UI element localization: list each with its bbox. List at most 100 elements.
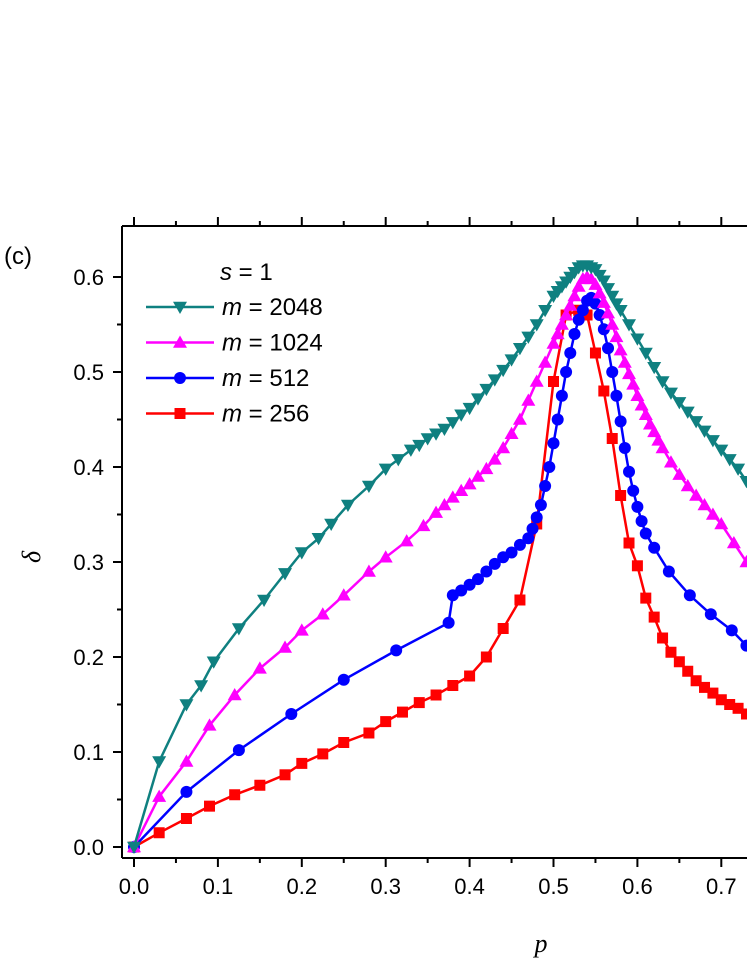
data-point (254, 779, 266, 791)
data-point (534, 499, 547, 511)
data-point (153, 827, 165, 839)
data-point (682, 665, 694, 677)
data-point (462, 402, 477, 416)
data-point (279, 769, 291, 781)
data-point (610, 389, 623, 402)
data-point (530, 511, 543, 524)
data-point (179, 699, 194, 712)
data-point (639, 527, 652, 540)
legend-label: m = 512 (222, 365, 309, 392)
data-point (726, 536, 741, 549)
data-point (609, 329, 624, 343)
data-point (514, 594, 526, 606)
data-point (470, 393, 485, 406)
data-point (416, 518, 431, 532)
data-point (648, 541, 661, 554)
data-point (464, 670, 476, 682)
data-point (361, 480, 376, 493)
data-point (521, 393, 536, 406)
legend-label: m = 2048 (222, 294, 323, 321)
legend-swatch-marker (173, 301, 187, 314)
data-point (454, 483, 469, 496)
data-point (521, 331, 536, 344)
data-point (722, 454, 737, 467)
data-point (454, 409, 469, 422)
data-point (324, 518, 339, 531)
x-tick-label: 0.1 (203, 874, 234, 899)
data-point (597, 323, 610, 336)
data-point (429, 428, 444, 441)
data-point (560, 366, 573, 378)
data-point (206, 656, 221, 669)
data-point (390, 644, 403, 657)
data-point (479, 461, 494, 475)
data-point (609, 298, 624, 311)
data-point (336, 588, 351, 601)
data-point (631, 500, 644, 513)
legend-header: s = 1 (220, 259, 273, 286)
data-point (391, 454, 406, 467)
y-axis-title: δ (17, 550, 46, 563)
y-tick-label: 0.6 (73, 265, 104, 290)
data-point (496, 441, 511, 454)
data-point (662, 565, 675, 578)
data-point (480, 565, 493, 578)
data-point (479, 383, 494, 397)
data-point (655, 441, 670, 454)
series-m-2048 (127, 260, 747, 854)
data-point (739, 555, 747, 568)
legend-entry: m = 2048 (146, 294, 323, 321)
data-point (634, 398, 649, 411)
data-point (378, 463, 393, 476)
data-point (413, 697, 425, 709)
legend-swatch-marker (173, 335, 187, 348)
data-point (522, 532, 535, 545)
data-point (488, 557, 501, 570)
data-point (480, 651, 492, 663)
data-point (487, 452, 502, 465)
data-point (665, 646, 677, 658)
data-point (615, 490, 627, 501)
data-point (315, 607, 330, 620)
data-point (504, 426, 519, 439)
data-point (559, 308, 574, 321)
data-point (697, 498, 712, 511)
data-point (589, 347, 601, 359)
data-point (204, 800, 216, 812)
y-tick-label: 0.0 (73, 835, 104, 860)
data-point (445, 490, 460, 503)
data-point (294, 623, 309, 636)
data-point (437, 498, 452, 511)
data-point (635, 515, 648, 528)
x-tick-label: 0.7 (706, 874, 737, 899)
legend-label: m = 256 (222, 401, 309, 428)
data-point (707, 687, 719, 699)
data-point (740, 639, 747, 652)
data-point (463, 578, 476, 591)
data-point (655, 376, 670, 389)
data-point (311, 533, 326, 546)
data-point (512, 343, 527, 356)
data-point (605, 290, 620, 303)
data-point (294, 547, 309, 560)
data-point (699, 681, 711, 693)
data-point (576, 304, 589, 317)
data-point (626, 377, 641, 390)
data-point (673, 656, 685, 668)
data-point (571, 279, 586, 292)
data-point (445, 417, 460, 430)
data-point (564, 347, 577, 359)
x-axis-title: p (533, 929, 548, 958)
data-point (740, 708, 747, 720)
data-point (605, 317, 620, 330)
data-point (338, 737, 350, 748)
data-point (194, 680, 209, 693)
data-point (555, 389, 568, 402)
data-point (697, 425, 712, 438)
data-point (622, 319, 637, 332)
x-tick-label: 0.3 (370, 874, 401, 899)
data-point (672, 467, 687, 480)
data-point (361, 564, 376, 577)
data-point (278, 568, 293, 581)
data-point (363, 727, 375, 739)
